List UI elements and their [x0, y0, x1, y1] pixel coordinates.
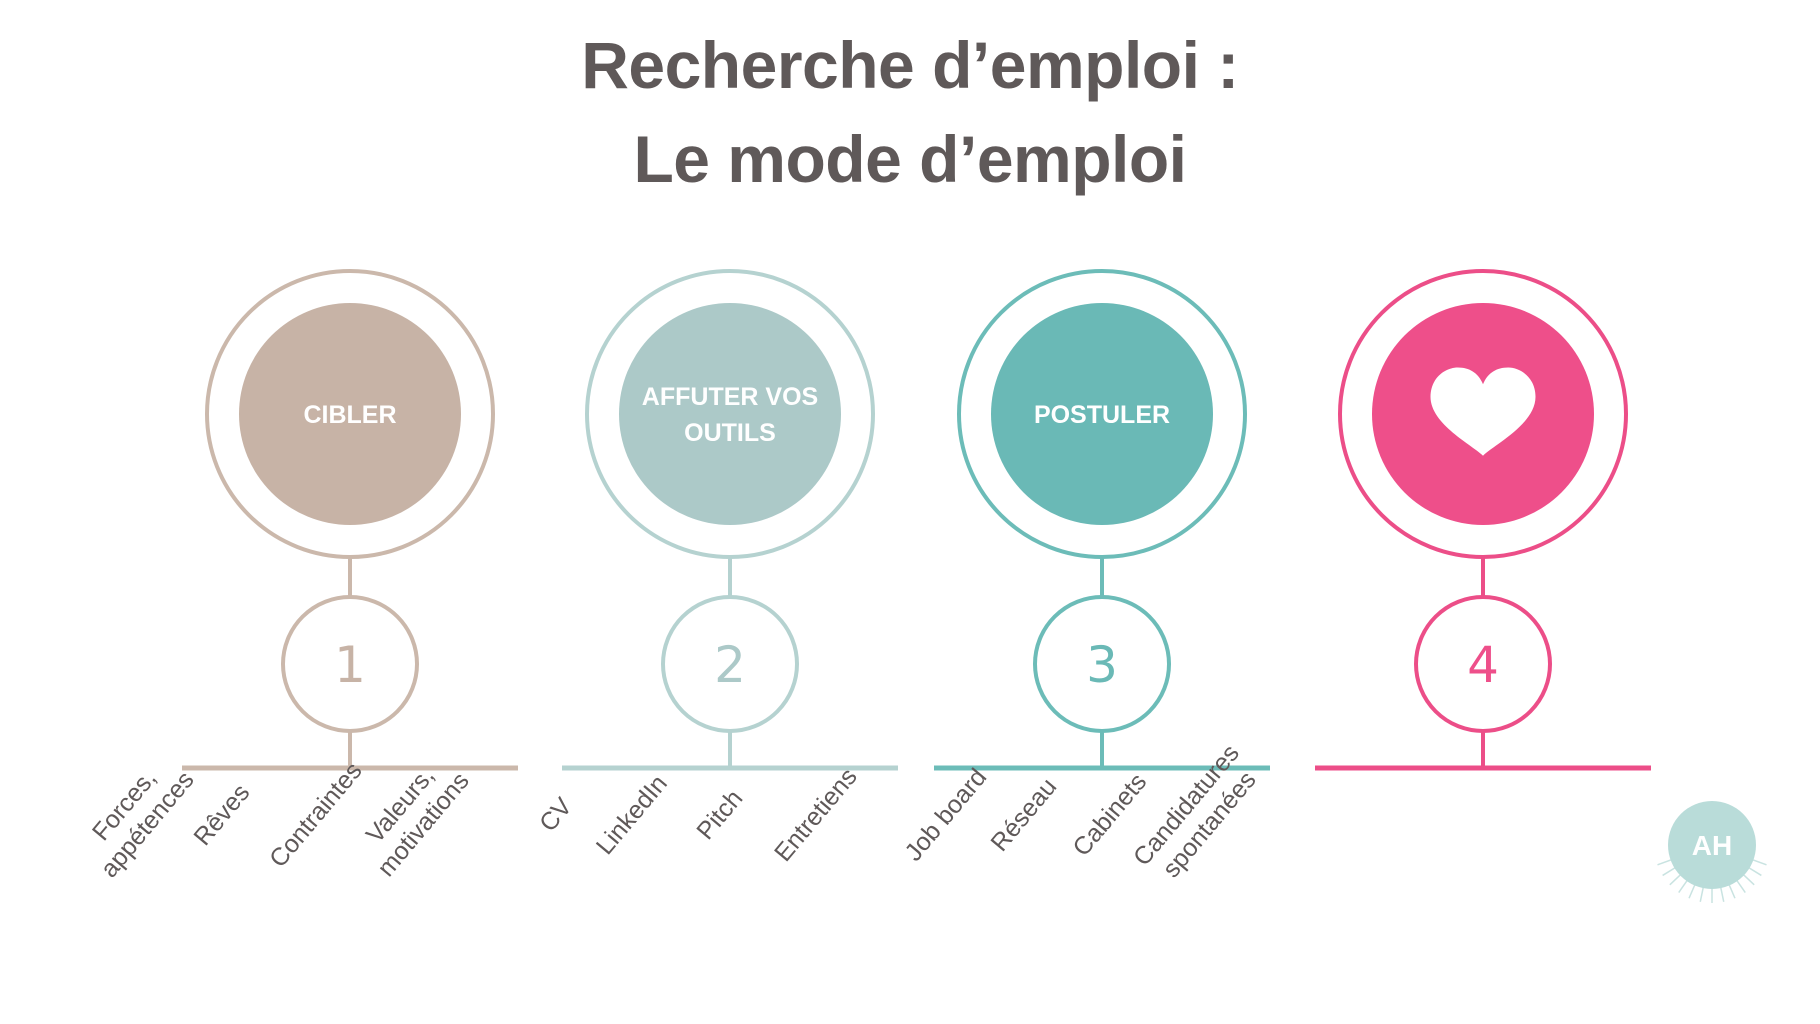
sub-item-line: Réseau	[985, 773, 1062, 857]
number-circle	[281, 595, 419, 733]
step-number: 1	[334, 636, 366, 694]
sub-item: Entretiens	[769, 763, 863, 867]
sub-item: Réseau	[985, 773, 1062, 857]
sub-item-line: Rêves	[188, 779, 255, 851]
sub-item-line: Contraintes	[264, 757, 368, 873]
number-circle	[661, 595, 799, 733]
logo: AH	[1657, 801, 1767, 903]
step-label: POSTULER	[1034, 401, 1170, 429]
sub-item: Candidaturesspontanées	[1128, 739, 1268, 890]
inner-disc	[239, 303, 461, 525]
number-circle	[1414, 595, 1552, 733]
sub-item: LinkedIn	[591, 770, 673, 860]
page-title: Recherche d’emploi : Le mode d’emploi	[0, 18, 1820, 206]
sub-item-line: LinkedIn	[591, 770, 673, 860]
step-number: 4	[1467, 636, 1499, 694]
sub-item: Contraintes	[264, 757, 368, 873]
title-line-1: Recherche d’emploi :	[581, 28, 1239, 102]
sub-item: Job board	[899, 763, 992, 866]
logo-disc	[1668, 801, 1756, 889]
step-2: AFFUTER VOS OUTILS 2 CV LinkedIn Pitch Entreti…	[534, 269, 898, 867]
step-number: 2	[714, 636, 746, 694]
logo-text: AH	[1692, 830, 1732, 861]
inner-disc	[619, 303, 841, 525]
sub-item: Pitch	[691, 785, 748, 846]
step-label-line: OUTILS	[684, 419, 776, 447]
sub-item: Rêves	[188, 779, 255, 851]
sub-item-line: Pitch	[691, 785, 748, 846]
sub-item: Forces,appétences	[72, 747, 200, 883]
step-label-line: CIBLER	[303, 401, 396, 429]
inner-disc	[991, 303, 1213, 525]
step-number: 3	[1086, 636, 1118, 694]
step-label-line: POSTULER	[1034, 401, 1170, 429]
heart-icon	[1430, 367, 1536, 456]
sub-item-line: Job board	[899, 763, 992, 866]
sub-item-line: Entretiens	[769, 763, 863, 867]
step-4: 4	[1315, 269, 1651, 771]
sub-item: CV	[534, 792, 578, 837]
step-label: CIBLER	[303, 401, 396, 429]
number-circle	[1033, 595, 1171, 733]
step-label-line: AFFUTER VOS	[642, 383, 818, 411]
title-line-2: Le mode d’emploi	[633, 122, 1187, 196]
step-label: AFFUTER VOS OUTILS	[642, 383, 818, 447]
sub-item-line: CV	[534, 792, 578, 837]
